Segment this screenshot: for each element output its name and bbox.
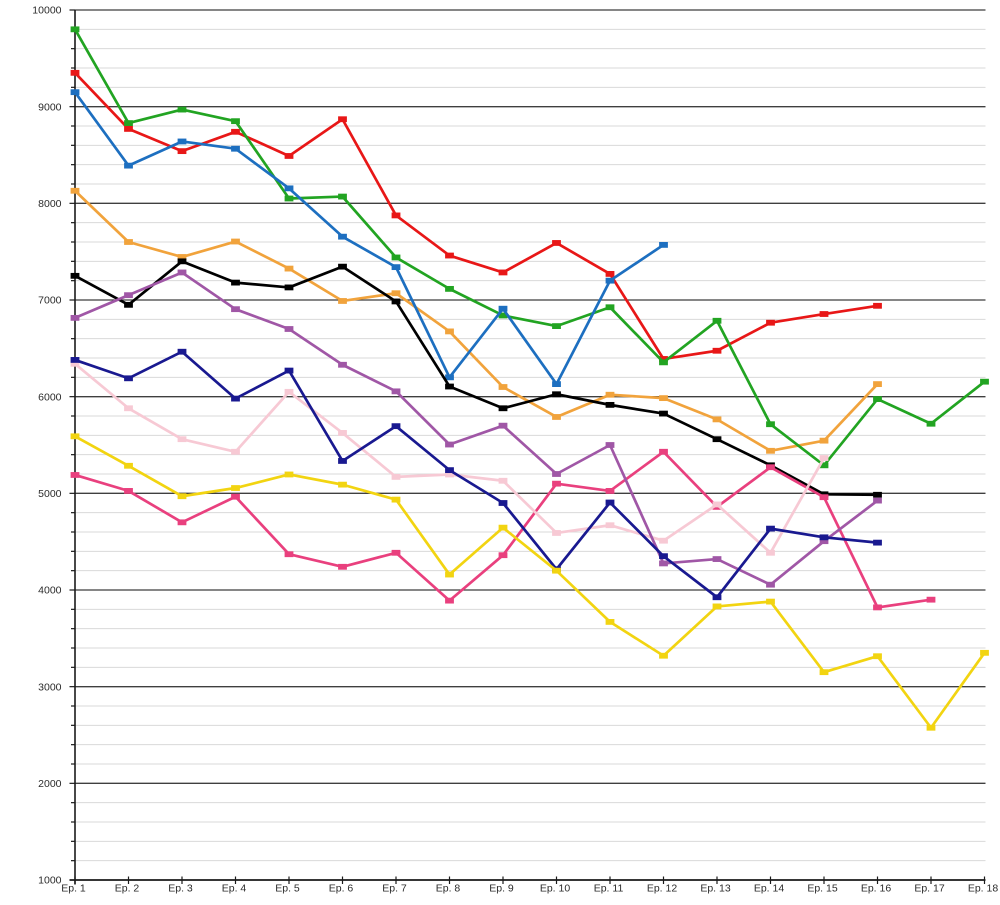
svg-text:3000: 3000 [38, 681, 62, 693]
svg-text:Ep. 17: Ep. 17 [914, 883, 945, 895]
svg-text:Ep. 12: Ep. 12 [647, 883, 678, 895]
svg-text:8000: 8000 [38, 198, 62, 210]
svg-text:Ep. 4: Ep. 4 [222, 883, 247, 895]
svg-text:Ep. 9: Ep. 9 [489, 883, 514, 895]
svg-text:Ep. 1: Ep. 1 [61, 883, 86, 895]
svg-text:Ep. 3: Ep. 3 [168, 883, 193, 895]
svg-text:6000: 6000 [38, 391, 62, 403]
svg-text:Ep. 18: Ep. 18 [968, 883, 999, 895]
svg-text:Ep. 5: Ep. 5 [275, 883, 300, 895]
svg-text:1000: 1000 [38, 875, 62, 887]
svg-text:Ep. 6: Ep. 6 [329, 883, 354, 895]
svg-text:Ep. 11: Ep. 11 [594, 883, 624, 895]
svg-text:5000: 5000 [38, 488, 62, 500]
svg-text:Ep. 8: Ep. 8 [436, 883, 461, 895]
svg-text:Ep. 7: Ep. 7 [382, 883, 407, 895]
svg-text:Ep. 13: Ep. 13 [700, 883, 731, 895]
svg-text:Ep. 14: Ep. 14 [754, 883, 785, 895]
svg-text:Ep. 16: Ep. 16 [861, 883, 892, 895]
svg-text:2000: 2000 [38, 778, 62, 790]
svg-text:Ep. 2: Ep. 2 [115, 883, 140, 895]
svg-text:7000: 7000 [38, 295, 62, 307]
svg-text:9000: 9000 [38, 101, 62, 113]
svg-text:Ep. 10: Ep. 10 [540, 883, 571, 895]
svg-text:4000: 4000 [38, 585, 62, 597]
svg-text:10000: 10000 [32, 5, 61, 17]
svg-text:Ep. 15: Ep. 15 [807, 883, 838, 895]
